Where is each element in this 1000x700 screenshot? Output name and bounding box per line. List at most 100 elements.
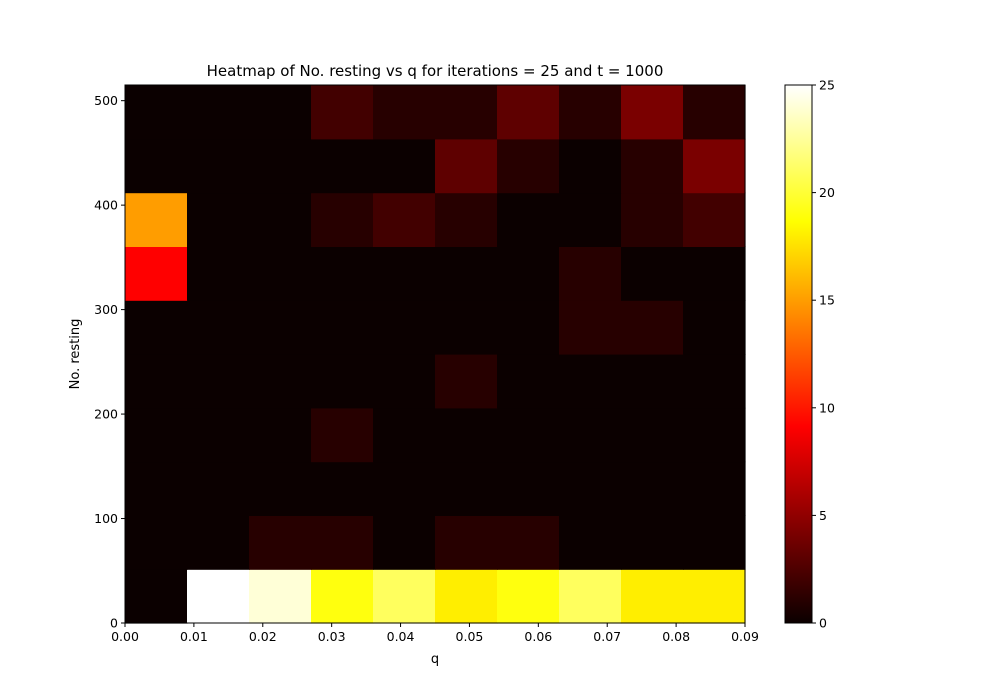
colorbar-ticks: 0 5 10 15 20 25: [812, 78, 835, 631]
heatmap-cell: [435, 138, 498, 194]
y-tick-label: 100: [94, 511, 118, 526]
heatmap-cell: [373, 246, 436, 301]
heatmap-cell: [497, 246, 560, 301]
y-tick-label: 400: [94, 198, 118, 213]
x-tick-label: 0.03: [318, 629, 346, 644]
heatmap-cell: [683, 461, 746, 516]
plot-area-frame: [124, 84, 746, 624]
heatmap-cell: [125, 354, 188, 409]
y-axis-ticks: 0 100 200 300 400 500: [94, 93, 125, 631]
heatmap-cell: [683, 515, 746, 570]
chart-title: Heatmap of No. resting vs q for iteratio…: [207, 62, 664, 80]
heatmap-cell: [497, 300, 560, 355]
colorbar-tick-label: 15: [819, 293, 835, 308]
heatmap-cell: [621, 407, 684, 463]
heatmap-cell: [683, 192, 746, 247]
heatmap-cell: [249, 569, 312, 624]
heatmap-cell: [373, 354, 436, 409]
heatmap-cell: [559, 569, 622, 624]
heatmap-cell: [125, 192, 188, 247]
x-tick-label: 0.04: [387, 629, 415, 644]
heatmap-cell: [559, 515, 622, 570]
heatmap-cell: [311, 569, 374, 624]
heatmap-cell: [249, 246, 312, 301]
heatmap-cell: [621, 569, 684, 624]
heatmap-cell: [435, 246, 498, 301]
x-tick-label: 0.08: [662, 629, 690, 644]
x-tick-label: 0.01: [180, 629, 208, 644]
heatmap-cell: [497, 138, 560, 194]
heatmap-cell: [311, 354, 374, 409]
heatmap-cell: [249, 85, 312, 140]
heatmap-cell: [683, 246, 746, 301]
heatmap-cell: [435, 515, 498, 570]
heatmap-cell: [435, 192, 498, 247]
heatmap-cell: [621, 246, 684, 301]
heatmap-cell: [187, 407, 250, 463]
heatmap-cell: [497, 192, 560, 247]
heatmap-cell: [683, 354, 746, 409]
heatmap-cell: [373, 461, 436, 516]
heatmap-cell: [311, 461, 374, 516]
heatmap-cell: [249, 407, 312, 463]
heatmap-cell: [373, 85, 436, 140]
heatmap-cell: [125, 515, 188, 570]
x-tick-label: 0.05: [456, 629, 484, 644]
heatmap-cell: [311, 85, 374, 140]
heatmap-cell: [125, 461, 188, 516]
colorbar-gradient: [784, 84, 813, 624]
heatmap-cell: [187, 246, 250, 301]
heatmap-cell: [249, 138, 312, 194]
heatmap-cell: [621, 138, 684, 194]
heatmap-cell: [621, 354, 684, 409]
heatmap-cell: [311, 138, 374, 194]
heatmap-cell: [249, 300, 312, 355]
colorbar-tick-label: 20: [819, 185, 835, 200]
heatmap-cell: [559, 300, 622, 355]
colorbar: 0 5 10 15 20 25: [784, 78, 835, 631]
x-axis-label: q: [431, 652, 439, 667]
x-tick-label: 0.06: [524, 629, 552, 644]
heatmap-cell: [559, 246, 622, 301]
x-tick-label: 0.00: [111, 629, 139, 644]
heatmap-cell: [187, 461, 250, 516]
heatmap-cell: [683, 569, 746, 624]
heatmap-cell: [125, 246, 188, 301]
heatmap-cell: [621, 300, 684, 355]
x-tick-label: 0.09: [731, 629, 759, 644]
heatmap-cell: [559, 85, 622, 140]
heatmap-cell: [311, 407, 374, 463]
heatmap-cell: [435, 569, 498, 624]
heatmap-cell: [311, 246, 374, 301]
y-tick-label: 200: [94, 407, 118, 422]
heatmap-cell: [187, 354, 250, 409]
heatmap-cell: [559, 138, 622, 194]
heatmap-cell: [187, 192, 250, 247]
heatmap-cell: [683, 407, 746, 463]
heatmap-cell: [435, 85, 498, 140]
heatmap-cell: [373, 192, 436, 247]
colorbar-tick-label: 25: [819, 78, 835, 93]
heatmap-cell: [125, 407, 188, 463]
heatmap-cell: [559, 354, 622, 409]
heatmap-cell: [187, 85, 250, 140]
heatmap-cell: [249, 461, 312, 516]
heatmap-cell: [621, 192, 684, 247]
heatmap-cells: [125, 85, 746, 624]
heatmap-cell: [373, 515, 436, 570]
heatmap-cell: [125, 569, 188, 624]
heatmap-cell: [497, 354, 560, 409]
heatmap-cell: [125, 138, 188, 194]
heatmap-cell: [621, 461, 684, 516]
heatmap-cell: [125, 85, 188, 140]
heatmap-cell: [187, 300, 250, 355]
heatmap-cell: [497, 515, 560, 570]
heatmap-cell: [249, 515, 312, 570]
colorbar-tick-label: 10: [819, 400, 835, 415]
y-tick-label: 300: [94, 302, 118, 317]
heatmap-cell: [125, 300, 188, 355]
x-tick-label: 0.07: [593, 629, 621, 644]
heatmap-cell: [187, 138, 250, 194]
colorbar-tick-label: 5: [819, 508, 827, 523]
x-tick-label: 0.02: [249, 629, 277, 644]
